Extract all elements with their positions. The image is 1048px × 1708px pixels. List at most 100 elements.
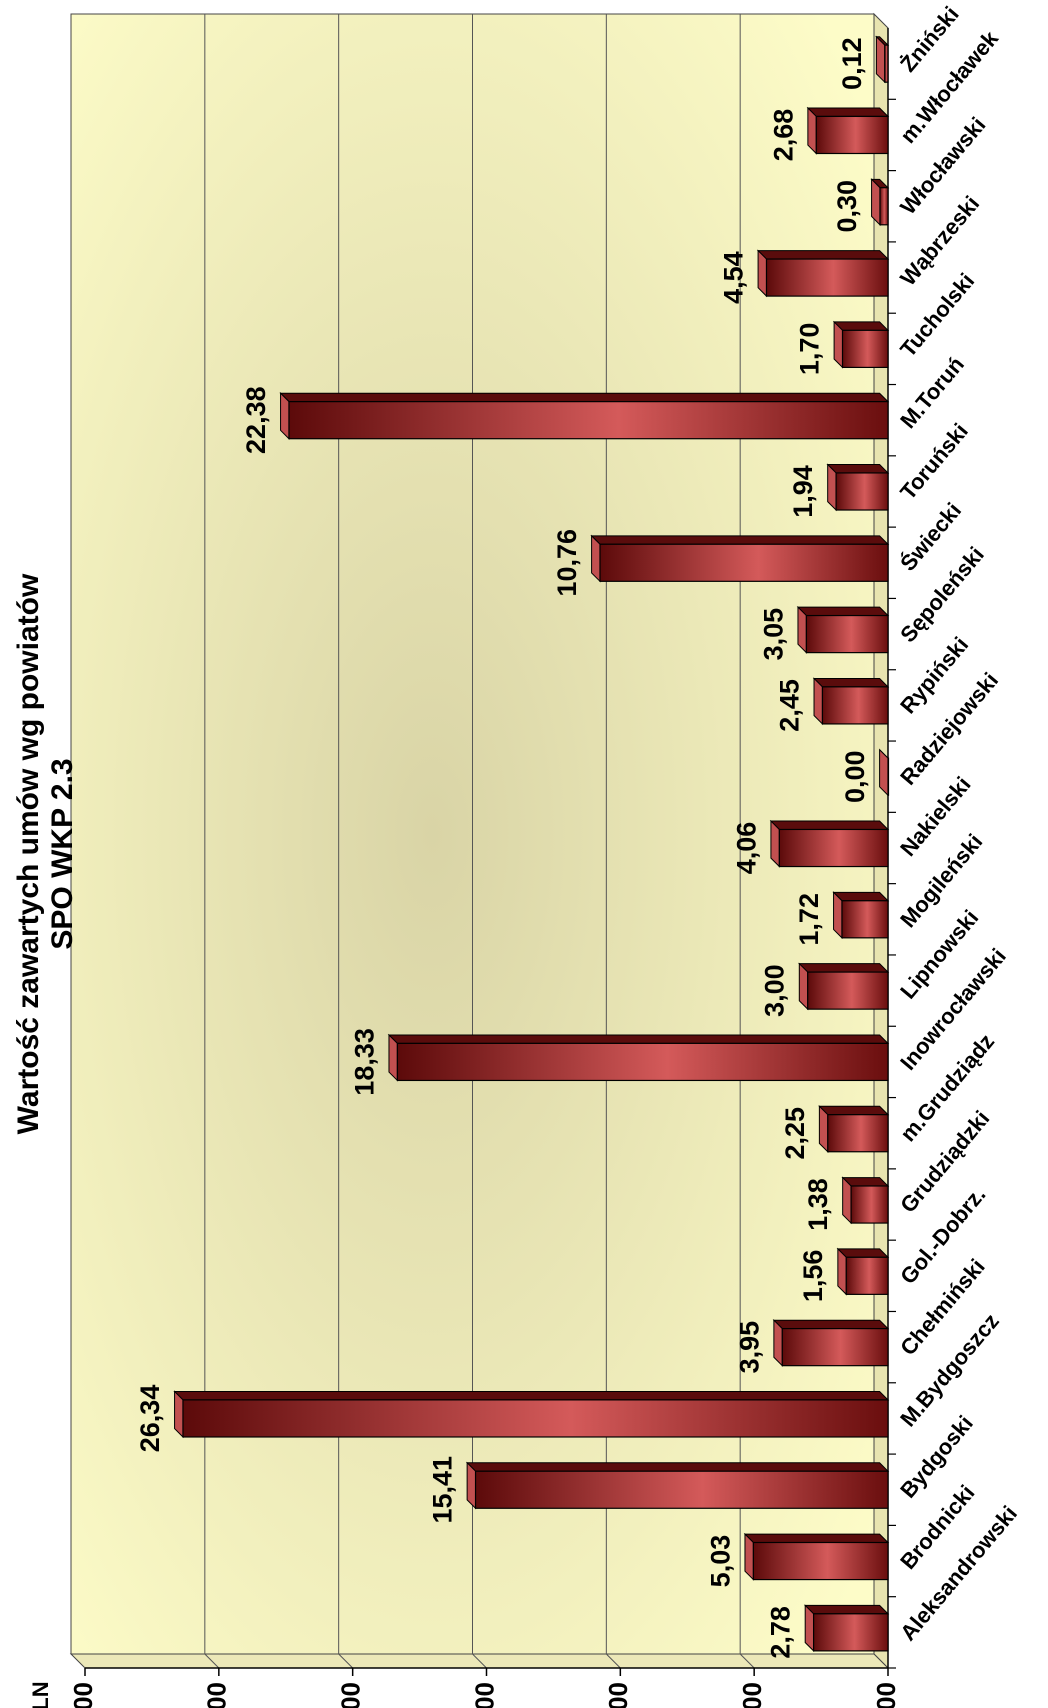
data-label: 18,33 <box>349 1028 379 1096</box>
bar-top <box>837 1247 847 1296</box>
y-tick-label: 15,00 <box>469 1682 499 1708</box>
y-tick-label: 10,00 <box>603 1682 633 1708</box>
data-label: 3,00 <box>760 964 790 1017</box>
bar-side <box>590 535 890 545</box>
data-label: 0,12 <box>837 37 867 90</box>
bar <box>841 900 889 939</box>
data-label: 1,38 <box>803 1178 833 1231</box>
bar-top <box>833 891 843 940</box>
bar <box>599 543 889 582</box>
bar-side <box>465 1462 890 1472</box>
bar-top <box>798 962 809 1011</box>
bar <box>845 1256 889 1295</box>
data-label: 2,68 <box>768 109 798 162</box>
gridline-depth <box>605 1653 621 1669</box>
bar-top <box>818 1105 829 1153</box>
gridline-depth <box>739 1653 755 1669</box>
data-label: 10,76 <box>552 529 582 597</box>
bar-top <box>833 320 843 369</box>
data-label: 3,05 <box>758 608 788 661</box>
bar-side <box>832 321 890 331</box>
data-label: 15,41 <box>428 1456 458 1524</box>
bar <box>474 1470 889 1509</box>
bar-side <box>818 1105 890 1116</box>
bar <box>850 1185 889 1224</box>
bar-top <box>770 819 780 868</box>
bar-side <box>798 963 890 973</box>
bar-top <box>875 35 886 84</box>
bar-side <box>769 820 890 830</box>
bar-top <box>879 748 889 797</box>
bar-top <box>388 1033 398 1082</box>
bar <box>884 44 889 83</box>
data-label: 1,56 <box>798 1250 828 1303</box>
bar-side <box>772 1319 890 1330</box>
data-label: 3,95 <box>734 1321 764 1374</box>
data-label: 4,06 <box>731 822 761 875</box>
data-label: 5,03 <box>705 1535 735 1588</box>
bar-top <box>842 1176 852 1225</box>
data-label: 1,72 <box>794 893 824 946</box>
bar <box>182 1399 889 1438</box>
bar <box>805 614 889 654</box>
y-tick-label: 25,00 <box>202 1682 232 1708</box>
bar-top <box>466 1461 477 1510</box>
bar-side <box>803 1604 890 1615</box>
bar <box>812 1613 889 1652</box>
bar-top <box>797 605 807 654</box>
bar <box>288 401 889 440</box>
data-label: 26,34 <box>135 1385 165 1453</box>
data-label: 1,94 <box>788 465 818 518</box>
bar <box>827 1114 889 1153</box>
bar <box>815 115 889 155</box>
bar-side <box>173 1390 890 1401</box>
category-label: Toruński <box>895 418 973 504</box>
chart-subtitle: SPO WKP 2.3 <box>46 758 79 949</box>
bar-top <box>744 1532 754 1581</box>
gridline-depth <box>338 1653 354 1669</box>
bar-top <box>871 178 881 227</box>
bar-top <box>804 1604 815 1653</box>
bar <box>821 686 889 725</box>
bar-side <box>387 1034 890 1044</box>
bar-top <box>813 677 823 726</box>
y-tick-label: 5,00 <box>737 1682 767 1708</box>
bar <box>879 187 889 226</box>
bar <box>841 329 889 369</box>
bar <box>887 757 890 796</box>
bar <box>752 1541 889 1581</box>
bar-side <box>812 677 890 688</box>
data-label: 0,30 <box>832 180 862 233</box>
bar-side <box>796 606 890 617</box>
bar-top <box>827 463 837 512</box>
category-label: Inowrocławski <box>895 944 1011 1075</box>
bar-top <box>807 106 817 155</box>
bar-top <box>757 249 767 298</box>
y-tick-label: 20,00 <box>336 1682 366 1708</box>
bar-side <box>743 1533 890 1544</box>
data-label: 4,54 <box>718 251 748 304</box>
bar-side <box>756 250 890 260</box>
bar-top <box>773 1318 783 1367</box>
bar-side <box>806 107 890 117</box>
bar <box>396 1042 889 1082</box>
data-label: 0,00 <box>840 750 870 803</box>
bar-side <box>832 891 890 902</box>
bar-top <box>174 1390 184 1439</box>
gridline-depth <box>204 1653 220 1669</box>
data-label: 2,45 <box>774 679 804 732</box>
data-label: 2,25 <box>780 1107 810 1160</box>
data-label: 2,78 <box>766 1606 796 1659</box>
bar-side <box>279 392 890 403</box>
category-label: M.Toruń <box>895 352 969 433</box>
data-label: 22,38 <box>241 386 271 454</box>
bar-top <box>591 534 601 583</box>
bar-top <box>280 392 290 440</box>
bar <box>807 971 889 1010</box>
y-tick-label: 30,00 <box>68 1682 98 1708</box>
bar <box>781 1327 889 1367</box>
data-label: 1,70 <box>794 323 824 376</box>
